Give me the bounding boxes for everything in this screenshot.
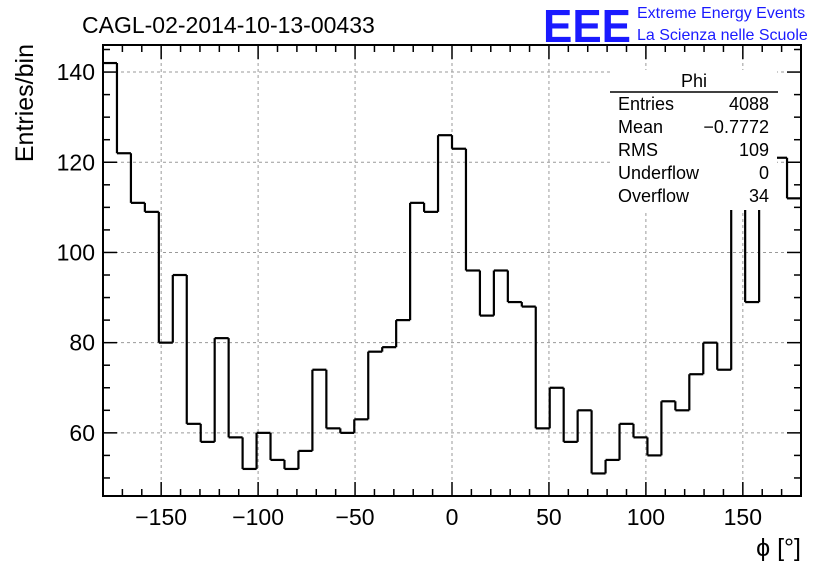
x-tick-label: 150 [724,504,762,530]
stats-row-label: Mean [618,117,663,137]
y-axis-label: Entries/bin [11,44,39,162]
stats-box-background [612,70,777,210]
x-tick-label: 100 [627,504,665,530]
stats-row-value: 34 [749,186,769,206]
stats-title: Phi [681,71,707,91]
stats-rows: Entries 4088 Mean −0.7772 RMS 109 Underflow 0 Ov… [618,94,769,206]
y-tick-label: 60 [69,420,95,446]
logo-line-2: La Scienza nelle Scuole [637,27,808,44]
stats-row-value: 4088 [729,94,769,114]
stats-row-value: −0.7772 [703,117,769,137]
x-tick-label: −50 [336,504,375,530]
stats-row-value: 0 [759,163,769,183]
x-tick-label: −100 [232,504,284,530]
x-tick-label: 50 [536,504,562,530]
y-tick-label: 140 [57,59,95,85]
stats-row-label: Entries [618,94,674,114]
y-tick-label: 100 [57,239,95,265]
stats-row-label: Overflow [618,186,690,206]
x-tick-label: 0 [446,504,459,530]
stats-row-label: RMS [618,140,658,160]
y-tick-label: 120 [57,149,95,175]
axis-ticks [102,45,802,496]
logo-mark: EEE [543,0,631,52]
chart-title: CAGL-02-2014-10-13-00433 [82,12,375,38]
grid-lines [103,45,801,496]
x-axis-label: ϕ [°] [756,534,801,562]
tick-labels: −150 −100 −50 0 50 100 150 60 80 100 120 140 [57,59,762,530]
eee-logo: EEE Extreme Energy Events La Scienza nel… [543,0,808,52]
stats-row-value: 109 [739,140,769,160]
stats-box: Phi Entries 4088 Mean −0.7772 RMS 109 Underflo… [610,70,778,210]
y-tick-label: 80 [69,330,95,356]
logo-line-1: Extreme Energy Events [637,5,805,22]
stats-row-label: Underflow [618,163,700,183]
x-tick-label: −150 [135,504,187,530]
histogram [103,61,801,475]
